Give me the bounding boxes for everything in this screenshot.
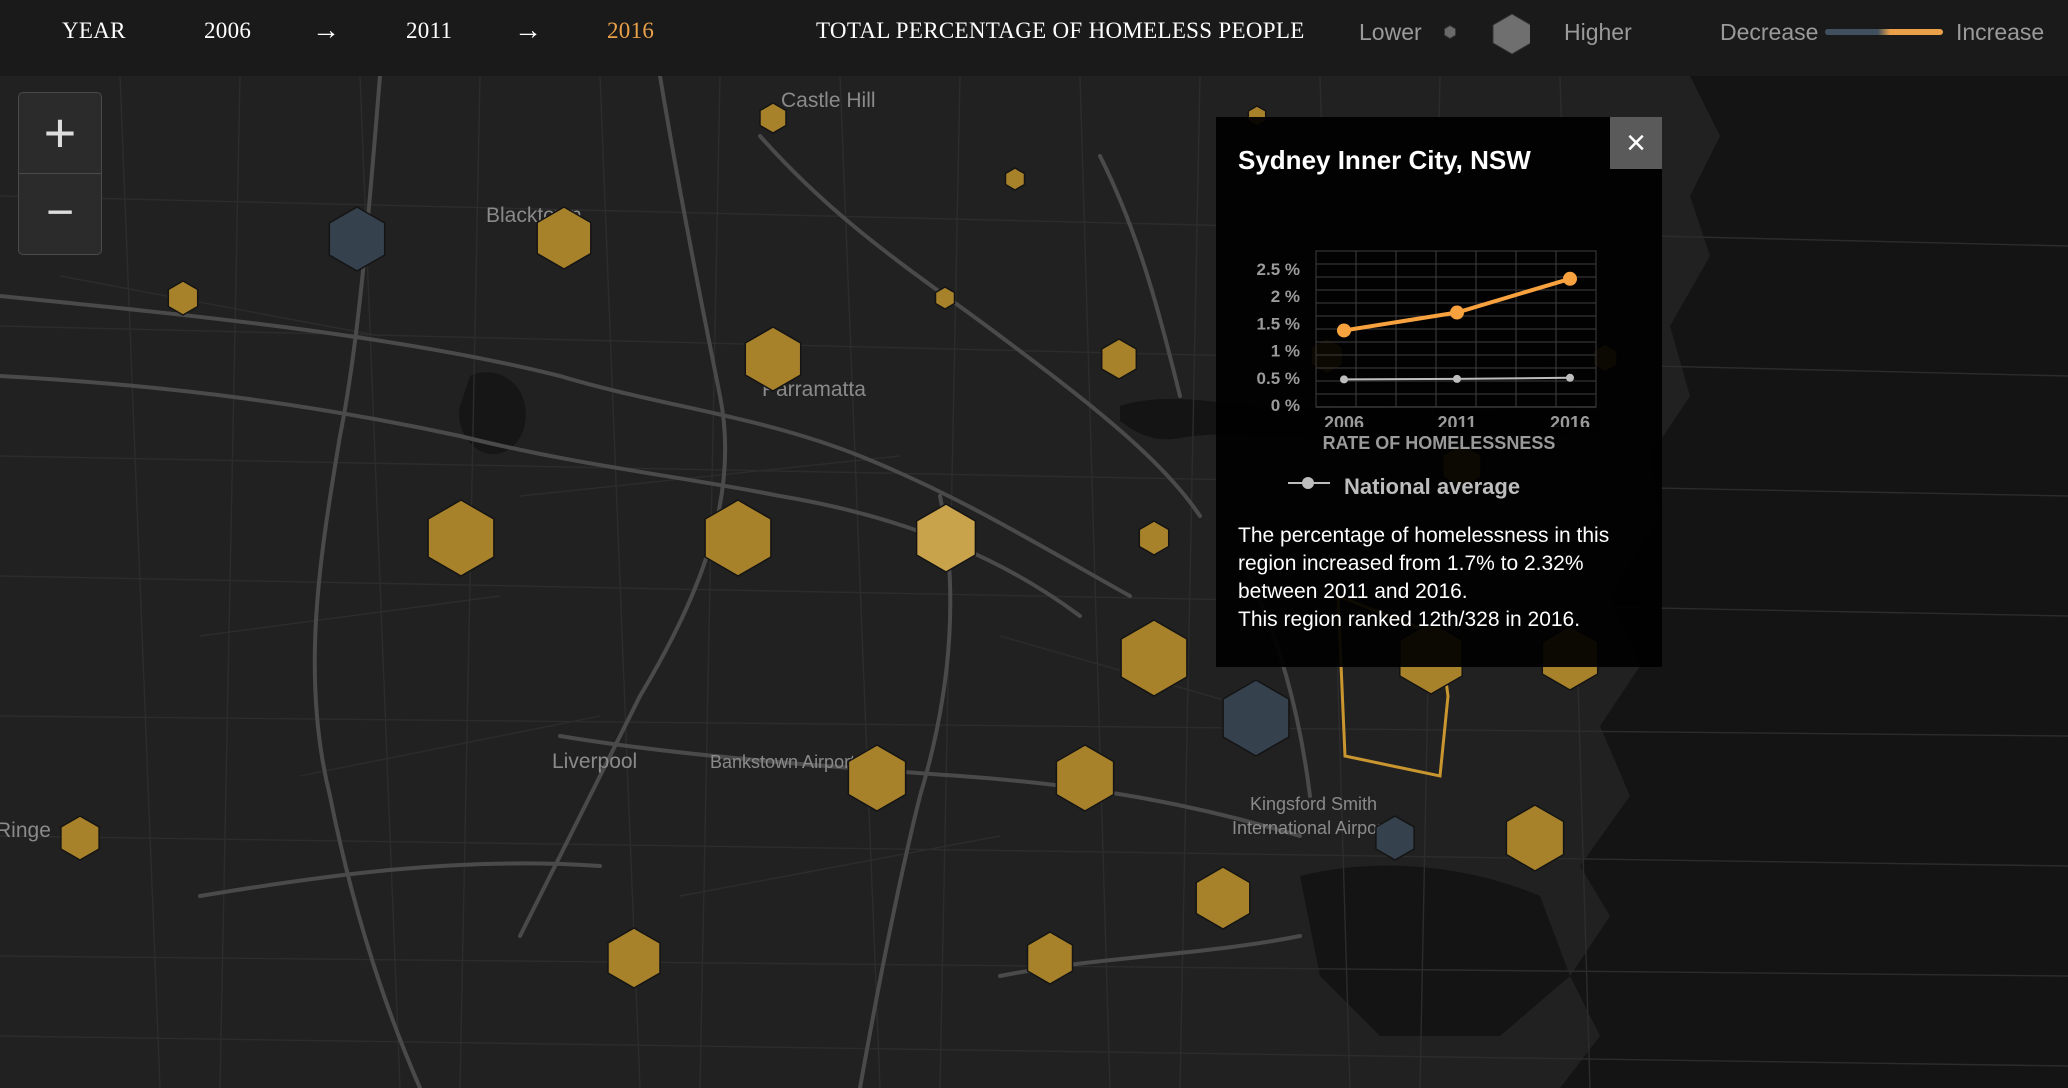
botany-bay [1300,865,1570,1036]
place-label-liverpool: Liverpool [552,750,637,773]
x-tick-label: 2016 [1550,413,1590,427]
main-roads [0,76,1312,1088]
region-rate-point [1337,323,1351,338]
arrow-icon: → [514,14,542,45]
size-legend-hexagons [1443,13,1530,55]
place-label-ringe: Ringe [0,819,51,842]
region-rate-point [1450,305,1464,320]
region-hexagon-decrease[interactable] [328,206,386,272]
zoom-out-button[interactable]: − [45,186,75,239]
year-label: YEAR [62,18,126,43]
region-rate-line [1343,276,1571,333]
y-tick-label: 2.5 % [1257,260,1300,279]
description-line: The percentage of homelessness in this [1238,524,1610,547]
national-average-legend-icon [1288,477,1330,489]
region-hexagon-increase[interactable] [1505,804,1565,872]
region-hexagon-increase[interactable] [1120,619,1188,697]
arrow-icon: → [312,14,340,45]
region-rate-point [1563,271,1577,286]
popup-description: The percentage of homelessness in this r… [1238,522,1648,634]
region-hexagon-increase[interactable] [1195,866,1251,930]
color-legend-high-label: Increase [1956,19,2045,45]
national-average-point [1453,374,1461,383]
rate-chart: 0 % 0.5 % 1 % 1.5 % 2 % 2.5 % 2006 2011 2016 [1257,250,1597,427]
region-hexagon-increase[interactable] [167,280,199,316]
place-label-kingsford-smith: Kingsford Smith [1250,794,1377,814]
size-legend-low-label: Lower [1359,19,1422,45]
region-hexagon-increase[interactable] [915,503,977,573]
region-popup: Sydney Inner City, NSW × 0 % 0.5 % 1 % 1.5 … [1216,117,1662,667]
x-tick-label: 2011 [1437,413,1476,427]
y-tick-label: 0.5 % [1257,369,1300,388]
size-legend-high-label: Higher [1564,19,1632,45]
map-title: TOTAL PERCENTAGE OF HOMELESS PEOPLE [816,18,1305,43]
region-hexagon-decrease[interactable] [1375,815,1415,861]
zoom-control: + − [18,92,102,255]
region-hexagon-increase[interactable] [607,927,661,989]
national-average-legend-label: National average [1344,474,1521,499]
color-legend-gradient [1825,29,1943,35]
year-2016-button[interactable]: 2016 [607,18,655,43]
ocean [1560,76,2068,1088]
year-2006-button[interactable]: 2006 [204,18,252,43]
region-hexagon-decrease[interactable] [1222,679,1290,757]
region-hexagon-increase[interactable] [759,102,787,134]
region-hexagon-increase[interactable] [744,326,802,392]
region-hexagon-increase[interactable] [704,499,772,577]
region-hexagon-increase[interactable] [1026,931,1074,985]
description-line: This region ranked 12th/328 in 2016. [1238,608,1581,631]
x-tick-label: 2006 [1324,413,1364,427]
y-tick-label: 1.5 % [1257,314,1300,333]
description-line: region increased from 1.7% to 2.32% [1238,552,1584,575]
place-label-bankstown-airport: Bankstown Airport [710,752,855,772]
place-label-castle-hill: Castle Hill [781,89,876,112]
map[interactable]: Castle Hill Blacktown Parramatta Liverpo… [0,76,2068,1088]
chart-x-ticks: 2006 2011 2016 [1324,413,1590,427]
popup-title: Sydney Inner City, NSW [1238,145,1531,175]
chart-grid [1315,250,1597,408]
region-hexagon-increase[interactable] [1004,167,1026,191]
national-average-point [1566,373,1574,382]
description-line: between 2011 and 2016. [1238,580,1468,603]
place-label-parramatta: Parramatta [762,378,866,401]
region-hexagon-increase[interactable] [1055,744,1115,812]
place-labels: Castle Hill Blacktown Parramatta Liverpo… [0,89,1388,842]
national-average-point [1340,375,1348,384]
region-hexagon-increase[interactable] [60,815,100,861]
y-tick-label: 0 % [1271,396,1300,415]
region-hexagon-increase[interactable] [847,744,907,812]
chart-series [1337,271,1577,384]
top-bar: YEAR 2006 → 2011 → 2016 TOTAL PERCENTAGE… [0,0,2068,76]
close-button[interactable]: × [1610,117,1662,169]
chart-y-ticks: 0 % 0.5 % 1 % 1.5 % 2 % 2.5 % [1257,260,1300,415]
region-hexagon-increase[interactable] [1100,338,1138,380]
place-label-international-airport: International Airport [1232,818,1388,838]
color-legend-low-label: Decrease [1720,19,1819,45]
small-hexagon-icon [1443,24,1457,40]
region-hexagon-increase[interactable] [1138,520,1170,556]
region-hexagon-increase[interactable] [427,499,495,577]
year-2011-button[interactable]: 2011 [406,18,453,43]
zoom-in-button[interactable]: + [19,93,101,174]
chart-caption: RATE OF HOMELESSNESS [1322,433,1556,453]
large-hexagon-icon [1492,13,1530,55]
region-hexagon-increase[interactable] [536,206,592,270]
y-tick-label: 2 % [1271,287,1300,306]
lake [459,372,526,455]
region-hexagon-increase[interactable] [934,286,956,310]
y-tick-label: 1 % [1271,342,1300,361]
